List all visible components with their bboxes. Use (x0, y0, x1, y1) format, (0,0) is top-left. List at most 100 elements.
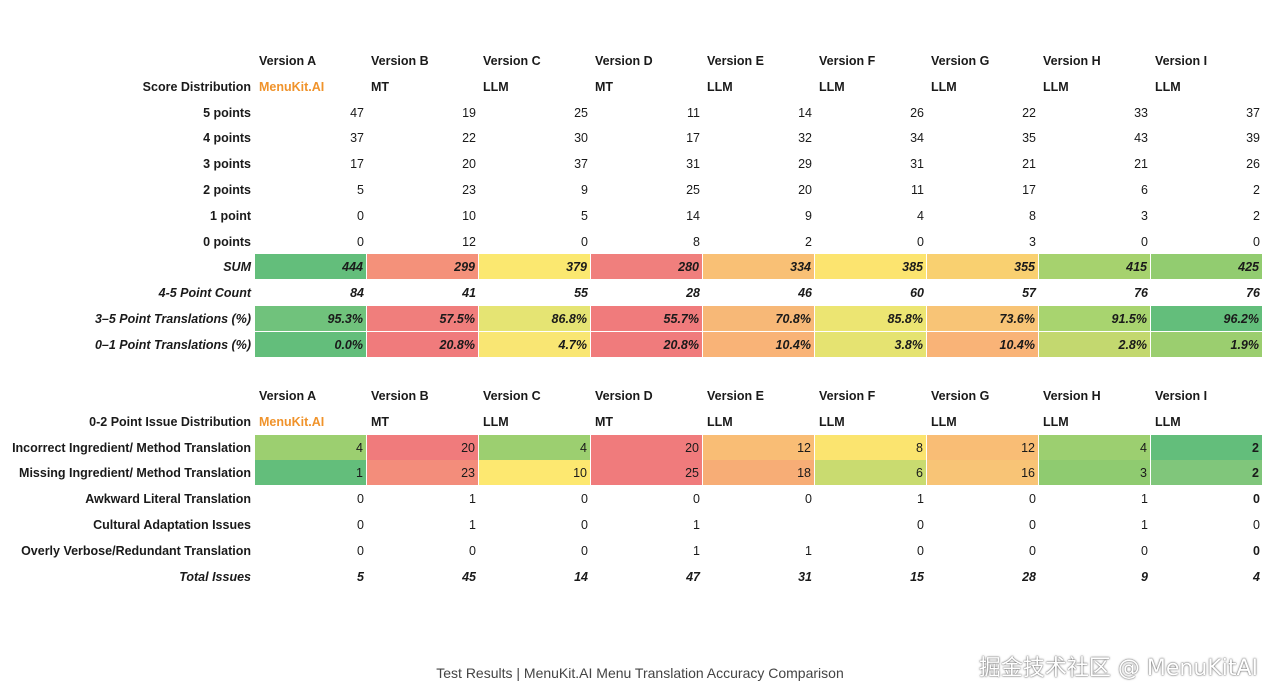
data-cell: 4 (255, 434, 367, 461)
table-row: 5 points 47 19 25 11 14 26 22 33 37 (0, 100, 1262, 126)
data-cell: 6 (1141, 183, 1148, 197)
data-cell: 23 (367, 460, 479, 487)
data-cell: 22 (1022, 105, 1036, 120)
data-cell: 0 (693, 492, 700, 507)
data-cell: 31 (686, 157, 700, 172)
data-cell: 0 (581, 518, 588, 532)
model-type: LLM (707, 79, 733, 94)
data-cell: 4 (917, 208, 924, 223)
type-row: 0-2 Point Issue Distribution MenuKit.AI MT… (0, 409, 1262, 435)
version-header: Version G (931, 389, 990, 403)
data-cell: 29 (798, 157, 812, 172)
data-cell: 9 (805, 208, 812, 223)
table-row: 1 point 0 10 5 14 9 4 8 3 2 (0, 203, 1262, 229)
row-label: 2 points (203, 183, 251, 197)
data-cell: 10.4% (703, 331, 815, 358)
data-cell: 5 (357, 183, 364, 197)
model-type: MT (595, 79, 614, 94)
row-label: Awkward Literal Translation (85, 492, 251, 507)
data-cell: 0.0% (255, 331, 367, 358)
data-cell: 0 (1253, 543, 1260, 558)
data-cell: 20.8% (367, 331, 479, 358)
version-header: Version E (707, 54, 764, 68)
table-row: 3–5 Point Translations (%) 95.3% 57.5% 86.8… (0, 306, 1263, 332)
data-cell: 11 (911, 183, 924, 197)
type-row-label: 0-2 Point Issue Distribution (89, 414, 251, 429)
table-row: Cultural Adaptation Issues 0 1 0 1 0 0 1 0 (0, 512, 1262, 538)
data-cell: 55 (574, 286, 588, 301)
data-cell: 3.8% (815, 331, 927, 358)
version-header: Version C (483, 54, 541, 68)
type-row: Score Distribution MenuKit.AI MT LLM MT LLM LL… (0, 74, 1262, 100)
data-cell: 39 (1246, 131, 1260, 146)
model-type: MT (595, 414, 614, 429)
version-header: Version I (1155, 389, 1208, 403)
data-cell: 85.8% (815, 306, 927, 332)
data-cell: 8 (815, 434, 927, 461)
data-cell: 2 (1253, 208, 1260, 223)
data-cell: 70.8% (703, 306, 815, 332)
version-header: Version D (595, 389, 653, 403)
data-cell: 20 (591, 434, 703, 461)
data-cell: 8 (1029, 208, 1036, 223)
data-cell: 17 (1022, 183, 1036, 197)
data-cell: 25 (591, 460, 703, 487)
data-cell: 1 (1141, 518, 1148, 532)
data-cell: 4 (1253, 569, 1260, 584)
version-header: Version F (819, 54, 876, 68)
data-cell: 0 (1141, 234, 1148, 249)
row-label: 3 points (203, 157, 251, 172)
data-cell: 2 (805, 234, 812, 249)
data-cell: 10 (479, 460, 591, 487)
version-header: Version B (371, 54, 429, 68)
data-cell: 0 (917, 543, 924, 558)
data-cell: 2 (1151, 460, 1263, 487)
data-cell: 2.8% (1039, 331, 1151, 358)
data-cell: 14 (798, 105, 812, 120)
data-cell: 26 (1246, 157, 1260, 172)
data-cell: 21 (1022, 157, 1036, 172)
data-cell: 95.3% (255, 306, 367, 332)
row-label: SUM (223, 260, 251, 275)
data-cell: 0 (1253, 492, 1260, 507)
model-type: MT (371, 79, 390, 94)
row-label: 5 points (203, 105, 251, 120)
version-header: Version B (371, 389, 429, 403)
data-cell: 0 (581, 492, 588, 507)
data-cell: 47 (686, 569, 700, 584)
model-type: LLM (483, 79, 509, 94)
version-header: Version A (259, 389, 317, 403)
data-cell: 0 (357, 518, 364, 532)
model-type: MT (371, 414, 390, 429)
data-cell: 1 (255, 460, 367, 487)
data-cell: 0 (581, 234, 588, 249)
data-cell: 26 (910, 105, 924, 120)
data-cell: 1 (469, 492, 476, 507)
data-cell: 84 (350, 286, 364, 301)
data-cell: 45 (462, 569, 476, 584)
data-cell: 0 (917, 518, 924, 532)
data-cell: 1 (469, 518, 476, 532)
data-cell: 20 (367, 434, 479, 461)
data-cell: 4 (1039, 434, 1151, 461)
data-cell: 32 (798, 131, 812, 146)
data-cell: 0 (581, 543, 588, 558)
model-type: LLM (1043, 79, 1069, 94)
data-cell: 280 (591, 254, 703, 281)
data-cell: 20.8% (591, 331, 703, 358)
data-cell: 96.2% (1151, 306, 1263, 332)
data-cell: 14 (574, 569, 588, 584)
data-cell: 3 (1039, 460, 1151, 487)
data-cell: 76 (1134, 286, 1148, 301)
data-cell: 1.9% (1151, 331, 1263, 358)
data-cell: 0 (805, 492, 812, 507)
data-cell: 0 (357, 492, 364, 507)
data-cell: 76 (1246, 286, 1260, 301)
data-cell: 379 (479, 254, 591, 281)
data-cell: 0 (1029, 518, 1036, 532)
data-cell: 23 (462, 183, 476, 197)
data-cell: 1 (917, 492, 924, 507)
row-label: Overly Verbose/Redundant Translation (21, 543, 251, 558)
version-header: Version F (819, 389, 876, 403)
data-cell: 0 (357, 234, 364, 249)
